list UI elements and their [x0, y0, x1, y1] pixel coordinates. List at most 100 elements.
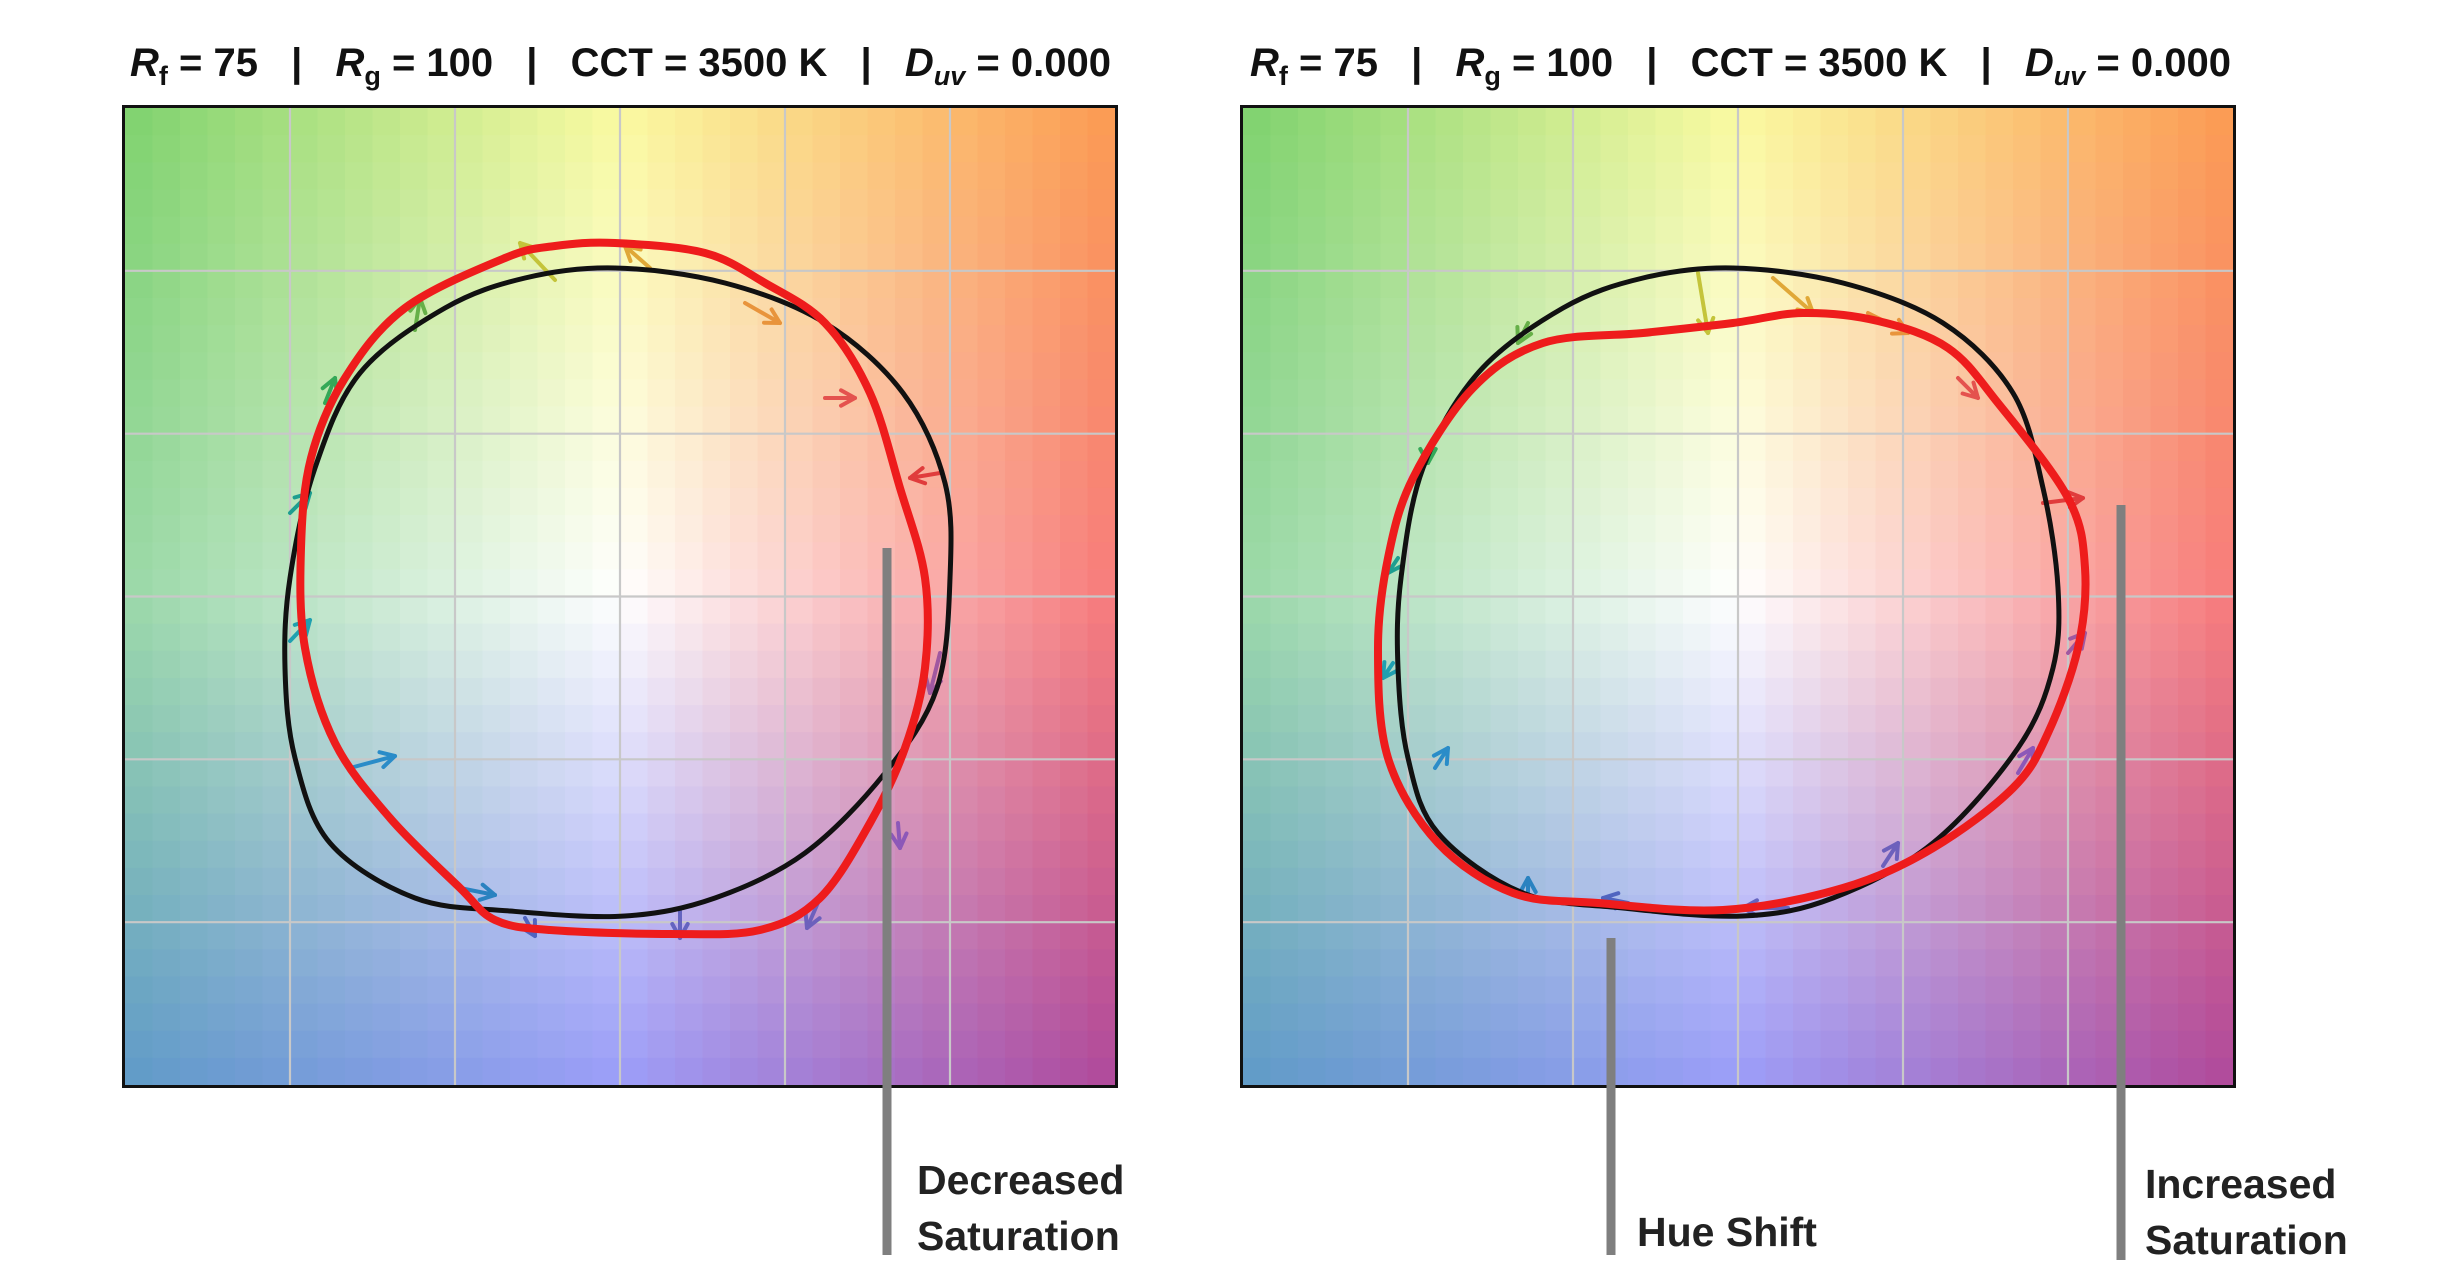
background-cell: [1060, 1003, 1089, 1032]
background-cell: [1518, 352, 1547, 381]
background-cell: [1738, 569, 1767, 598]
background-cell: [895, 243, 924, 272]
background-cell: [400, 1003, 429, 1032]
background-cell: [427, 189, 456, 218]
background-cell: [840, 162, 869, 191]
background-cell: [1573, 759, 1602, 788]
background-cell: [977, 352, 1006, 381]
background-cell: [345, 623, 374, 652]
background-cell: [537, 677, 566, 706]
background-cell: [152, 813, 181, 842]
background-cell: [1655, 922, 1684, 951]
background-cell: [2068, 786, 2097, 815]
background-cell: [400, 487, 429, 516]
background-cell: [950, 596, 979, 625]
background-cell: [1600, 189, 1629, 218]
background-cell: [1628, 379, 1657, 408]
background-cell: [2205, 379, 2233, 408]
hue-shift-arrow: [908, 466, 942, 486]
background-cell: [950, 297, 979, 326]
background-cell: [1270, 487, 1299, 516]
background-cell: [290, 705, 319, 733]
background-cell: [1298, 352, 1327, 381]
background-cell: [1380, 840, 1409, 869]
background-cell: [757, 623, 786, 652]
background-cell: [482, 1030, 511, 1059]
background-cell: [1958, 867, 1987, 896]
background-cell: [207, 515, 236, 544]
background-cell: [1380, 623, 1409, 652]
background-cell: [1683, 949, 1712, 978]
background-cell: [317, 135, 346, 164]
background-cell: [977, 1057, 1006, 1085]
background-cell: [510, 840, 539, 869]
background-cell: [2068, 759, 2097, 788]
background-cell: [867, 487, 896, 516]
background-cell: [2178, 460, 2207, 489]
background-cell: [1060, 216, 1089, 245]
background-cell: [1738, 732, 1767, 761]
background-cell: [620, 705, 649, 733]
background-cell: [455, 813, 484, 842]
background-cell: [372, 189, 401, 218]
background-cell: [1600, 352, 1629, 381]
background-cell: [1380, 189, 1409, 218]
background-cell: [290, 976, 319, 1005]
background-cell: [455, 976, 484, 1005]
background-cell: [1600, 542, 1629, 571]
background-cell: [180, 786, 209, 815]
background-cell: [785, 352, 814, 381]
background-cell: [1930, 677, 1959, 706]
background-cell: [345, 976, 374, 1005]
background-cell: [510, 216, 539, 245]
background-cell: [1958, 216, 1987, 245]
background-cell: [1005, 379, 1034, 408]
background-cell: [1325, 542, 1354, 571]
background-cell: [1270, 786, 1299, 815]
background-cell: [1848, 460, 1877, 489]
background-cell: [317, 759, 346, 788]
background-cell: [207, 297, 236, 326]
background-cell: [702, 325, 731, 354]
background-cell: [592, 433, 621, 462]
background-cell: [180, 759, 209, 788]
background-cell: [1985, 325, 2014, 354]
background-cell: [180, 433, 209, 462]
background-cell: [1518, 677, 1547, 706]
background-cell: [1087, 759, 1115, 788]
background-cell: [1738, 867, 1767, 896]
background-cell: [1005, 867, 1034, 896]
background-cell: [262, 813, 291, 842]
background-cell: [977, 840, 1006, 869]
background-cell: [702, 759, 731, 788]
background-cell: [317, 786, 346, 815]
background-cell: [2205, 623, 2233, 652]
background-cell: [235, 243, 264, 272]
callout-line-1: Decreased: [917, 1157, 1125, 1203]
background-cell: [1683, 108, 1712, 136]
background-cell: [235, 949, 264, 978]
background-cell: [1738, 542, 1767, 571]
background-cell: [290, 867, 319, 896]
background-cell: [1463, 542, 1492, 571]
background-cell: [317, 949, 346, 978]
background-cell: [730, 650, 759, 679]
background-cell: [1573, 677, 1602, 706]
background-cell: [895, 325, 924, 354]
background-cell: [702, 1003, 731, 1032]
background-cell: [922, 813, 951, 842]
background-cell: [1435, 949, 1464, 978]
background-cell: [1573, 162, 1602, 191]
background-cell: [1325, 162, 1354, 191]
background-cell: [1518, 732, 1547, 761]
background-cell: [675, 1057, 704, 1085]
background-cell: [1353, 433, 1382, 462]
background-cell: [235, 1057, 264, 1085]
background-cell: [1087, 732, 1115, 761]
background-cell: [317, 162, 346, 191]
background-cell: [1243, 270, 1272, 299]
background-cell: [1087, 1003, 1115, 1032]
background-cell: [592, 732, 621, 761]
background-cell: [592, 352, 621, 381]
background-cell: [620, 1003, 649, 1032]
